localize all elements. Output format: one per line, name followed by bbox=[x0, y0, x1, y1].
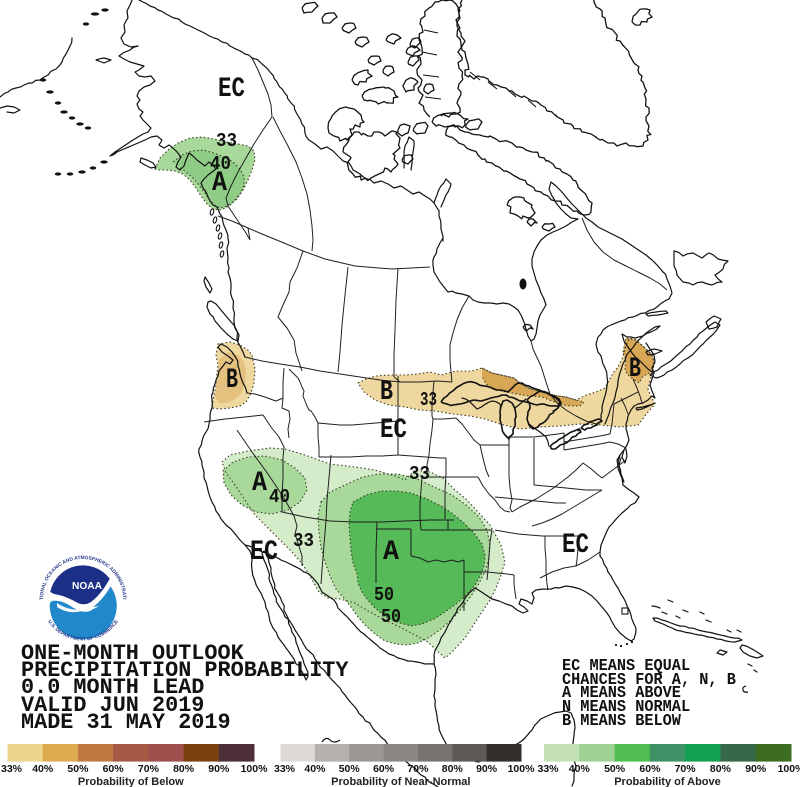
svg-text:50%: 50% bbox=[67, 763, 89, 775]
svg-text:70%: 70% bbox=[138, 763, 160, 775]
svg-text:Probability of Near-Normal: Probability of Near-Normal bbox=[331, 776, 470, 787]
svg-text:100%: 100% bbox=[778, 763, 800, 775]
svg-text:100%: 100% bbox=[241, 763, 269, 775]
svg-text:60%: 60% bbox=[639, 763, 661, 775]
svg-text:50%: 50% bbox=[604, 763, 626, 775]
svg-text:40%: 40% bbox=[304, 763, 326, 775]
svg-text:80%: 80% bbox=[710, 763, 732, 775]
svg-text:90%: 90% bbox=[208, 763, 230, 775]
svg-text:NOAA: NOAA bbox=[72, 581, 102, 592]
svg-text:VALID JUN 2019: VALID JUN 2019 bbox=[21, 693, 204, 718]
svg-text:EC: EC bbox=[380, 415, 407, 446]
svg-text:33: 33 bbox=[293, 530, 314, 552]
svg-text:33%: 33% bbox=[1, 763, 23, 775]
svg-text:PRECIPITATION PROBABILITY: PRECIPITATION PROBABILITY bbox=[21, 658, 349, 683]
svg-text:EC: EC bbox=[218, 74, 245, 105]
svg-text:B MEANS BELOW: B MEANS BELOW bbox=[562, 711, 681, 730]
svg-text:70%: 70% bbox=[675, 763, 697, 775]
svg-text:100%: 100% bbox=[508, 763, 536, 775]
svg-text:60%: 60% bbox=[103, 763, 125, 775]
svg-text:A MEANS ABOVE: A MEANS ABOVE bbox=[562, 683, 681, 702]
svg-text:N MEANS NORMAL: N MEANS NORMAL bbox=[562, 697, 690, 716]
svg-text:70%: 70% bbox=[407, 763, 429, 775]
svg-text:MADE 31 MAY 2019: MADE 31 MAY 2019 bbox=[21, 710, 231, 735]
svg-text:33%: 33% bbox=[274, 763, 296, 775]
svg-text:EC: EC bbox=[250, 537, 278, 568]
svg-text:33: 33 bbox=[409, 463, 430, 485]
svg-text:A: A bbox=[252, 468, 267, 499]
svg-text:50: 50 bbox=[374, 584, 394, 606]
svg-text:40%: 40% bbox=[32, 763, 54, 775]
svg-text:33: 33 bbox=[216, 130, 237, 152]
svg-text:CHANCES FOR A, N, B: CHANCES FOR A, N, B bbox=[562, 670, 736, 689]
svg-text:80%: 80% bbox=[442, 763, 464, 775]
svg-text:ONE-MONTH OUTLOOK: ONE-MONTH OUTLOOK bbox=[21, 641, 245, 666]
svg-text:90%: 90% bbox=[476, 763, 498, 775]
svg-text:40%: 40% bbox=[569, 763, 591, 775]
svg-text:A: A bbox=[212, 168, 227, 199]
svg-text:33%: 33% bbox=[537, 763, 559, 775]
svg-text:40: 40 bbox=[269, 486, 290, 508]
svg-text:Probability of Above: Probability of Above bbox=[614, 776, 721, 787]
svg-text:0.0 MONTH LEAD: 0.0 MONTH LEAD bbox=[21, 675, 204, 700]
svg-text:50: 50 bbox=[381, 606, 401, 628]
svg-text:40: 40 bbox=[210, 153, 231, 175]
svg-text:60%: 60% bbox=[373, 763, 395, 775]
svg-text:33: 33 bbox=[420, 389, 437, 411]
svg-text:90%: 90% bbox=[745, 763, 767, 775]
svg-text:B: B bbox=[380, 377, 393, 408]
svg-text:B: B bbox=[226, 365, 238, 396]
svg-text:EC MEANS EQUAL: EC MEANS EQUAL bbox=[562, 656, 690, 675]
svg-text:Probability of Below: Probability of Below bbox=[78, 776, 184, 787]
svg-text:80%: 80% bbox=[173, 763, 195, 775]
svg-text:B: B bbox=[629, 354, 641, 385]
svg-text:EC: EC bbox=[562, 530, 589, 561]
svg-text:A: A bbox=[383, 537, 399, 568]
svg-text:50%: 50% bbox=[339, 763, 361, 775]
